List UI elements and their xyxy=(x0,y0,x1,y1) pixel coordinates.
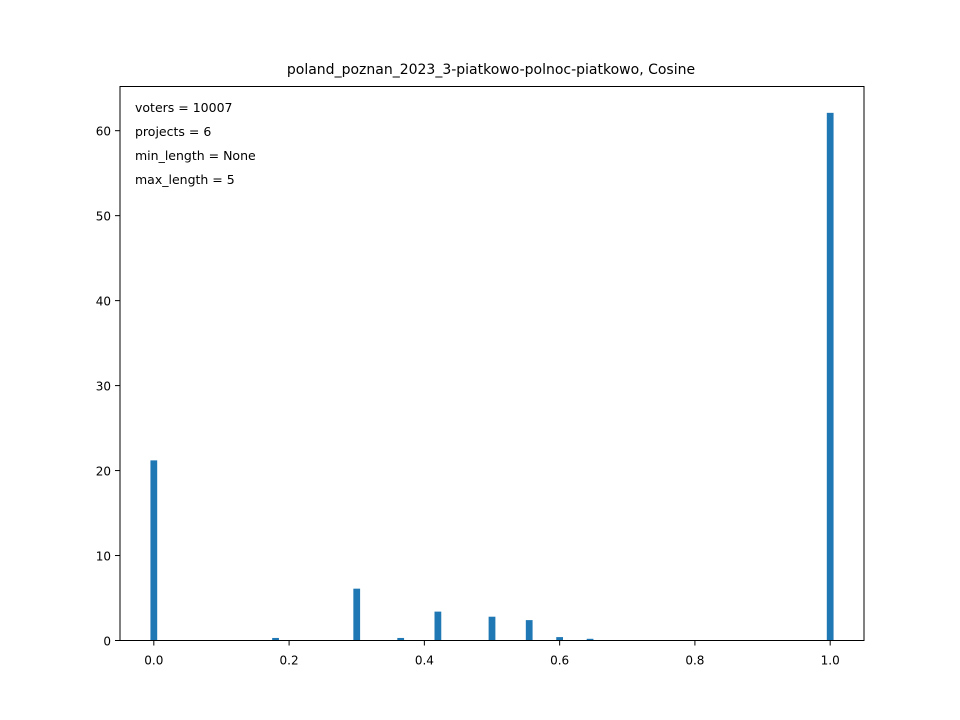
x-tick-label: 0.0 xyxy=(144,654,163,668)
histogram-bar xyxy=(434,611,442,641)
histogram-bar xyxy=(488,616,496,641)
chart-title: poland_poznan_2023_3-piatkowo-polnoc-pia… xyxy=(287,62,695,78)
y-tick-label: 0 xyxy=(103,635,111,649)
histogram-bar xyxy=(525,620,533,641)
x-tick-label: 0.6 xyxy=(550,654,569,668)
histogram-bar xyxy=(353,588,361,641)
histogram-bar xyxy=(397,637,405,641)
y-tick-label: 60 xyxy=(96,125,111,139)
y-tick-label: 20 xyxy=(96,465,111,479)
annotation-min-length: min_length = None xyxy=(135,148,256,163)
histogram-bar xyxy=(586,638,594,641)
x-tick-label: 0.8 xyxy=(685,654,704,668)
annotation-max-length: max_length = 5 xyxy=(135,172,235,187)
bars-group xyxy=(150,112,834,641)
y-tick-label: 30 xyxy=(96,380,111,394)
histogram-bar xyxy=(150,460,158,641)
histogram-bar xyxy=(556,637,564,641)
y-axis: 0 10 20 30 40 50 60 xyxy=(96,125,120,649)
x-tick-label: 1.0 xyxy=(821,654,840,668)
y-tick-label: 10 xyxy=(96,550,111,564)
histogram-bar xyxy=(826,112,834,641)
histogram-bar xyxy=(272,637,279,641)
x-tick-label: 0.2 xyxy=(280,654,299,668)
y-tick-label: 50 xyxy=(96,210,111,224)
y-tick-label: 40 xyxy=(96,295,111,309)
x-axis: 0.0 0.2 0.4 0.6 0.8 1.0 xyxy=(144,640,840,668)
annotation-projects: projects = 6 xyxy=(135,124,211,139)
plot-frame xyxy=(119,86,865,641)
annotation-box: voters = 10007 projects = 6 min_length =… xyxy=(135,100,256,187)
x-tick-label: 0.4 xyxy=(415,654,434,668)
annotation-voters: voters = 10007 xyxy=(135,100,232,115)
